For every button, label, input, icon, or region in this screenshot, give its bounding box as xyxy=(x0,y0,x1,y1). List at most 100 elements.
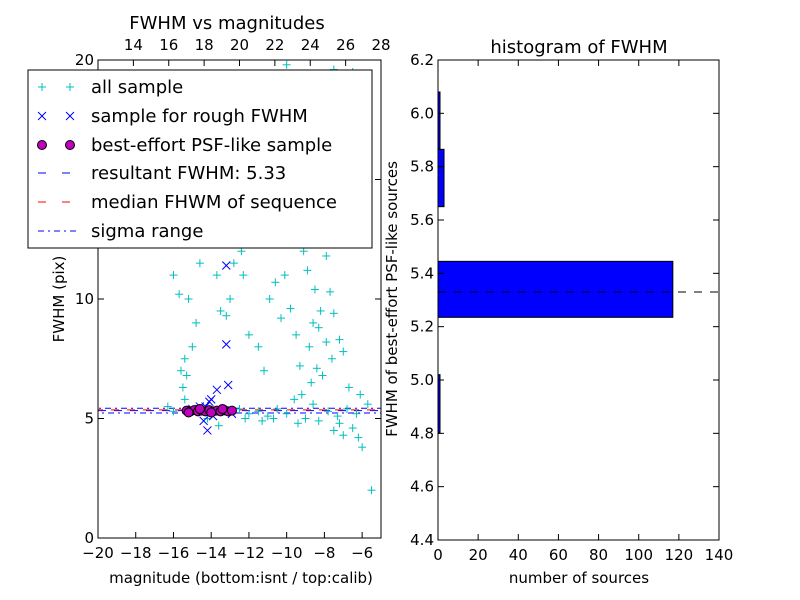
point-all-sample xyxy=(216,306,225,315)
y-tick-label: 5.6 xyxy=(410,211,434,229)
point-all-sample xyxy=(229,259,238,268)
point-rough-sample xyxy=(221,340,231,349)
point-all-sample xyxy=(335,335,344,344)
scatter-xlabel: magnitude (bottom:isnt / top:calib) xyxy=(109,569,373,587)
point-all-sample xyxy=(344,383,353,392)
y-tick-label: 5.4 xyxy=(410,264,434,282)
y-tick-label: 4.6 xyxy=(410,478,434,496)
point-all-sample xyxy=(254,407,263,416)
point-rough-sample xyxy=(212,385,222,395)
x-tick-label: 20 xyxy=(469,546,488,564)
x-tick-label: 100 xyxy=(624,546,653,564)
point-all-sample xyxy=(273,404,282,413)
point-all-sample xyxy=(169,271,178,280)
point-all-sample xyxy=(318,371,327,380)
point-all-sample xyxy=(312,364,321,373)
point-all-sample xyxy=(265,295,274,303)
legend-entry-all-sample: all sample xyxy=(38,77,183,98)
x-tick-label: 60 xyxy=(549,546,568,564)
legend-marker-circle xyxy=(37,140,47,150)
legend-label: sigma range xyxy=(91,221,203,242)
point-all-sample xyxy=(356,390,365,399)
point-all-sample xyxy=(329,426,338,435)
y-tick-label: 4.8 xyxy=(410,424,434,442)
histogram-tick-labels: 0 20 40 60 80 100 120 140 4.4 4.6 4.8 5.0 5.2 5.4 5.6 5… xyxy=(410,51,733,564)
point-all-sample xyxy=(309,400,318,409)
legend-box xyxy=(27,69,373,249)
point-all-sample xyxy=(309,318,318,327)
point-all-sample xyxy=(299,247,308,256)
point-all-sample xyxy=(333,412,342,421)
point-all-sample xyxy=(314,323,323,332)
point-psf-sample xyxy=(183,407,194,418)
point-all-sample xyxy=(322,251,331,260)
legend-entry-resultant: resultant FWHM: 5.33 xyxy=(38,163,286,184)
point-all-sample xyxy=(269,414,278,423)
y-tick-label: 20 xyxy=(75,51,94,69)
point-all-sample xyxy=(303,266,312,275)
point-all-sample xyxy=(282,409,291,418)
point-all-sample xyxy=(290,395,299,404)
point-all-sample xyxy=(354,433,363,442)
histogram-bar xyxy=(437,148,445,208)
point-all-sample xyxy=(177,366,186,375)
y-tick-label: 5 xyxy=(84,410,94,428)
point-all-sample xyxy=(339,347,348,356)
y-tick-label: 0 xyxy=(84,529,94,547)
point-all-sample xyxy=(293,419,302,428)
point-all-sample xyxy=(163,402,172,411)
x-tick-label: −16 xyxy=(158,544,190,562)
point-all-sample xyxy=(237,247,246,256)
point-all-sample xyxy=(327,354,336,363)
point-all-sample xyxy=(367,486,376,495)
x-tick-label: 40 xyxy=(509,546,528,564)
point-all-sample xyxy=(280,271,289,280)
scatter-title: FWHM vs magnitudes xyxy=(129,13,324,34)
point-psf-sample xyxy=(226,405,237,416)
point-all-sample xyxy=(258,416,267,425)
point-all-sample xyxy=(254,342,263,351)
point-all-sample xyxy=(178,383,187,392)
x-tick-label: 140 xyxy=(705,546,734,564)
point-all-sample xyxy=(322,338,331,347)
x-tick-label: 0 xyxy=(433,546,443,564)
x-tick-label: −8 xyxy=(313,544,335,562)
point-all-sample xyxy=(324,407,333,416)
x-tick-label: −20 xyxy=(82,544,114,562)
point-all-sample xyxy=(235,404,244,413)
point-all-sample xyxy=(301,414,310,423)
top-x-tick-label: 22 xyxy=(265,36,284,54)
point-all-sample xyxy=(314,416,323,425)
legend-label: median FHWM of sequence xyxy=(91,192,337,213)
point-all-sample xyxy=(339,431,348,440)
x-tick-label: −18 xyxy=(120,544,152,562)
point-all-sample xyxy=(316,306,325,315)
top-x-tick-label: 28 xyxy=(371,36,390,54)
point-all-sample xyxy=(175,290,184,299)
point-all-sample xyxy=(358,443,367,452)
top-x-tick-label: 16 xyxy=(159,36,178,54)
point-all-sample xyxy=(244,409,253,418)
point-all-sample xyxy=(335,419,344,428)
histogram: histogram of FWHM 0 20 40 60 80 100 120 140 4.4 4… xyxy=(383,37,733,587)
point-all-sample xyxy=(188,342,197,351)
point-all-sample xyxy=(329,309,338,318)
legend-label: best-effort PSF-like sample xyxy=(91,135,332,156)
x-tick-label: −10 xyxy=(271,544,303,562)
x-tick-label: −14 xyxy=(195,544,227,562)
top-x-tick-label: 20 xyxy=(230,36,249,54)
point-all-sample xyxy=(260,366,269,375)
legend-marker-x xyxy=(37,111,75,121)
point-all-sample xyxy=(307,378,316,387)
legend-entry-sigma: sigma range xyxy=(38,221,203,242)
histogram-ylabel: FWHM of best-effort PSF-like sources xyxy=(383,161,401,437)
point-all-sample xyxy=(348,424,357,433)
legend-entry-psf-sample: best-effort PSF-like sample xyxy=(37,135,332,156)
point-psf-sample xyxy=(206,407,217,418)
histogram-ticks xyxy=(437,59,720,541)
point-all-sample xyxy=(180,395,189,404)
point-all-sample xyxy=(363,400,372,409)
top-x-tick-label: 14 xyxy=(124,36,143,54)
top-x-tick-label: 24 xyxy=(301,36,320,54)
